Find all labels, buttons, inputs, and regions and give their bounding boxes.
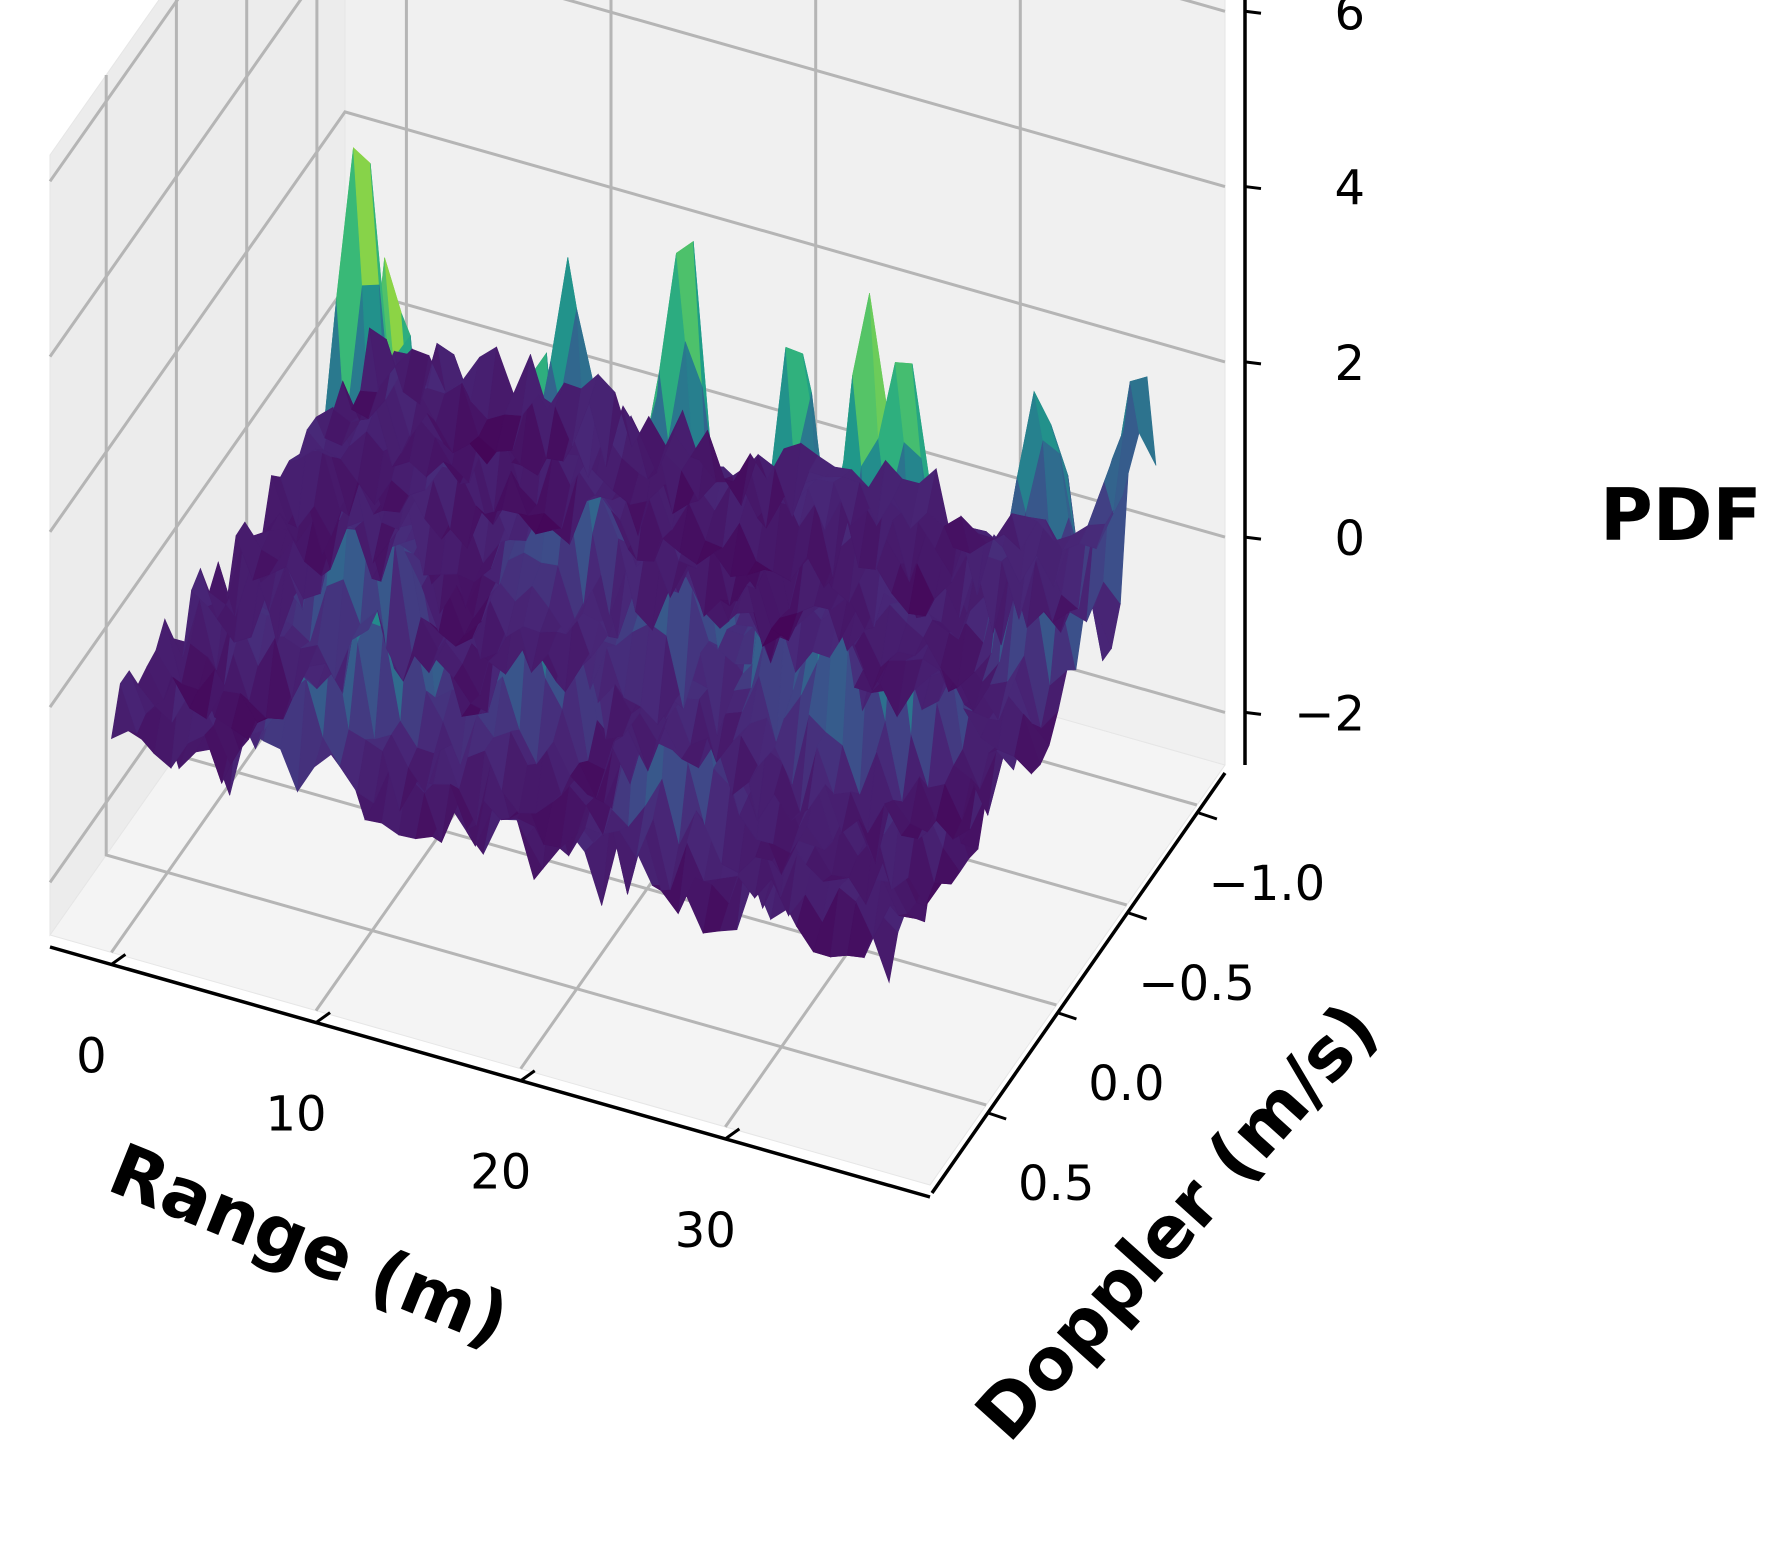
x-axis-title: Range (m) — [98, 1127, 520, 1363]
y-tick — [1057, 1011, 1077, 1021]
z-tick — [1244, 185, 1262, 191]
grid-line-pdf — [48, 110, 1226, 533]
z-axis-title: PDF — [1600, 473, 1762, 557]
x-tick — [315, 1011, 331, 1024]
z-tick — [1244, 9, 1262, 15]
y-tick — [987, 1111, 1007, 1121]
z-tick — [1244, 535, 1262, 541]
tick-labels: 0 10 20 30 −1.0 −0.5 0.0 0.5 −2 0 2 4 6 — [76, 0, 1365, 1259]
z-tick-label: 0 — [1334, 511, 1365, 567]
y-axis-title: Doppler (m/s) — [959, 986, 1394, 1456]
y-tick-label: −1.0 — [1209, 856, 1326, 912]
x-tick — [519, 1069, 536, 1082]
x-tick-label: 10 — [266, 1087, 327, 1143]
axis-lines — [49, 0, 1247, 1199]
z-tick — [1244, 710, 1262, 716]
y-tick — [1128, 911, 1148, 921]
grid-line-doppler — [104, 75, 987, 1107]
z-tick-label: −2 — [1294, 686, 1365, 742]
y-tick — [1198, 811, 1218, 821]
grid-line-pdf — [48, 0, 1226, 358]
x-tick — [110, 953, 127, 966]
y-tick-label: 0.5 — [1018, 1156, 1094, 1212]
x-tick-label: 0 — [76, 1028, 107, 1084]
z-tick-label: 6 — [1334, 0, 1365, 41]
x-axis-line — [49, 945, 931, 1199]
x-tick — [724, 1127, 741, 1141]
x-tick-label: 30 — [675, 1203, 736, 1259]
surface-facet — [1129, 376, 1157, 466]
y-tick-label: 0.0 — [1088, 1056, 1164, 1112]
z-tick-label: 4 — [1334, 161, 1365, 217]
z-tick-label: 2 — [1334, 336, 1365, 392]
grid-line-pdf — [48, 0, 1226, 183]
surface-mesh — [111, 147, 1157, 984]
x-tick-label: 20 — [470, 1145, 531, 1201]
y-axis-line — [930, 771, 1227, 1195]
z-tick — [1244, 360, 1262, 366]
y-tick-label: −0.5 — [1138, 956, 1255, 1012]
